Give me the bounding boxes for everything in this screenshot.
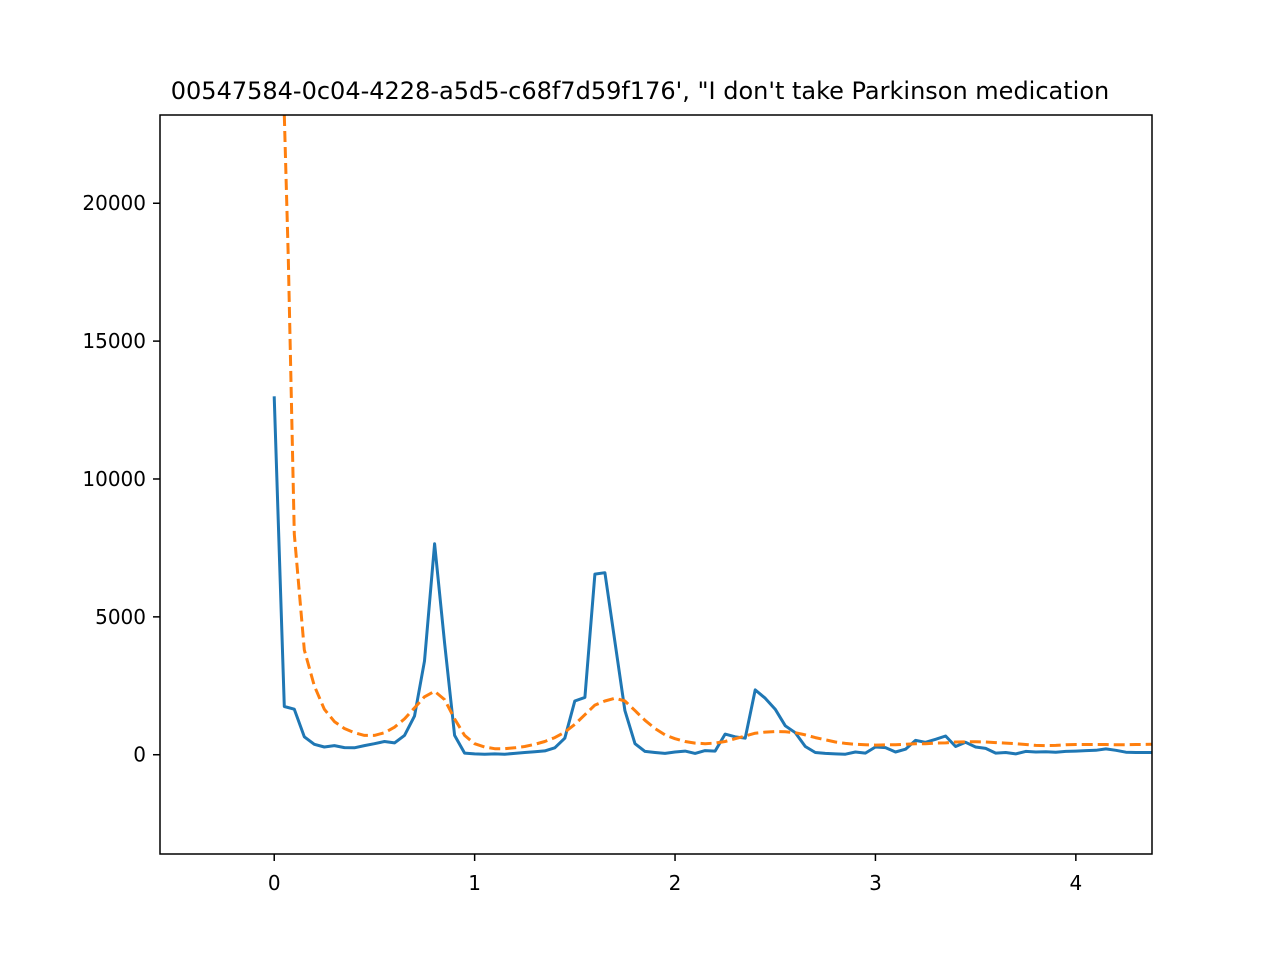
y-tick-label: 5000 bbox=[95, 605, 146, 629]
series-2-line bbox=[282, 115, 1152, 751]
y-tick-label: 20000 bbox=[82, 191, 146, 215]
y-axis: 0 5000 10000 15000 20000 bbox=[82, 191, 160, 767]
x-tick-label: 3 bbox=[869, 871, 882, 895]
series-layer bbox=[272, 115, 1152, 756]
x-tick-label: 2 bbox=[669, 871, 682, 895]
chart-title: 00547584-0c04-4228-a5d5-c68f7d59f176', "… bbox=[171, 77, 1109, 105]
series-1-line bbox=[272, 396, 1152, 756]
x-tick-label: 1 bbox=[468, 871, 481, 895]
y-tick-label: 0 bbox=[133, 743, 146, 767]
x-tick-label: 0 bbox=[268, 871, 281, 895]
plot-frame bbox=[159, 114, 1153, 855]
y-tick-label: 15000 bbox=[82, 329, 146, 353]
y-tick-label: 10000 bbox=[82, 467, 146, 491]
x-tick-label: 4 bbox=[1069, 871, 1082, 895]
x-axis: 0 1 2 3 4 bbox=[268, 854, 1082, 895]
